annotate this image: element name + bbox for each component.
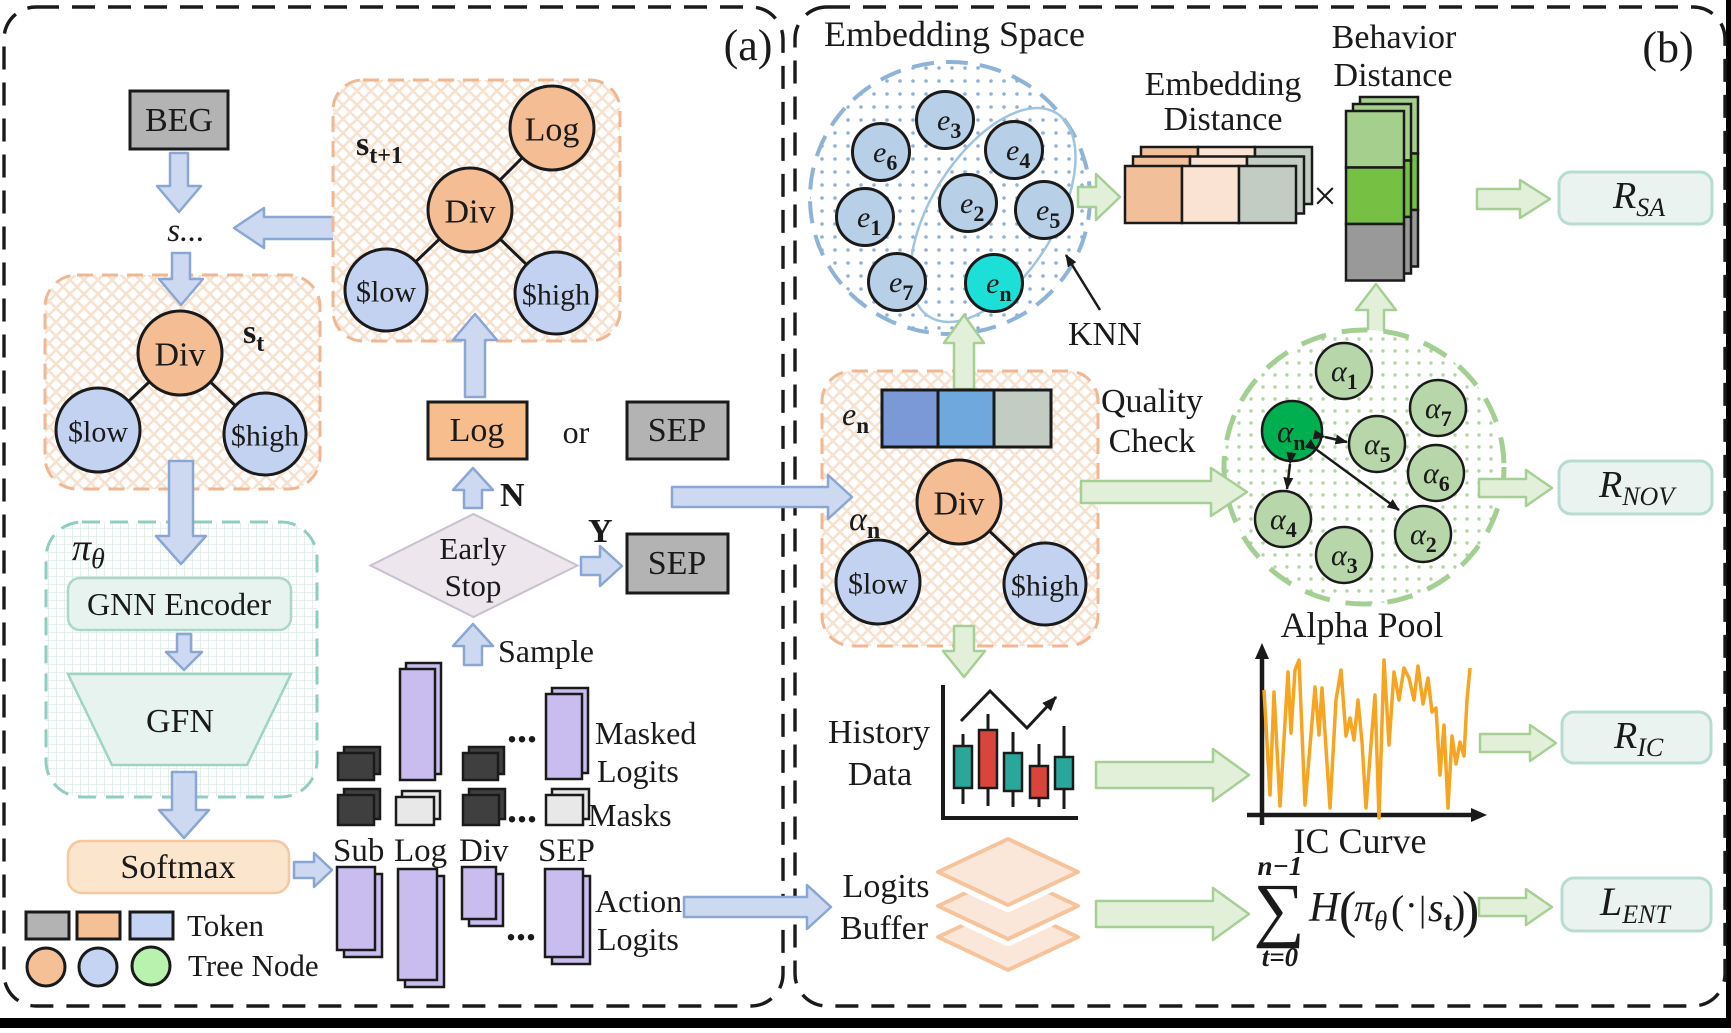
svg-text:KNN: KNN	[1068, 316, 1142, 353]
svg-text:Logits: Logits	[597, 753, 679, 789]
svg-text:Y: Y	[588, 513, 613, 550]
svg-text:): )	[1462, 882, 1479, 939]
svg-text:IC Curve: IC Curve	[1294, 821, 1427, 861]
svg-text:$high: $high	[522, 279, 590, 312]
svg-text:Alpha Pool: Alpha Pool	[1280, 605, 1443, 645]
svg-text:N: N	[500, 477, 525, 514]
svg-text:$low: $low	[356, 276, 416, 309]
svg-text:Quality: Quality	[1101, 383, 1203, 420]
svg-text:History: History	[828, 714, 930, 751]
svg-text:·: ·	[1405, 885, 1418, 927]
svg-text:Action: Action	[595, 883, 682, 919]
svg-text:n−1: n−1	[1258, 851, 1303, 881]
svg-text:Embedding Space: Embedding Space	[824, 14, 1085, 54]
svg-text:Div: Div	[155, 337, 206, 374]
svg-text:Embedding: Embedding	[1145, 66, 1302, 103]
svg-text:(: (	[1391, 887, 1404, 932]
svg-text:en: en	[842, 396, 869, 438]
svg-text:Early: Early	[439, 531, 507, 566]
svg-text:H: H	[1308, 885, 1342, 931]
svg-text:|: |	[1419, 889, 1426, 929]
svg-text:Softmax: Softmax	[120, 849, 235, 886]
svg-text:Token: Token	[187, 908, 265, 943]
svg-text:(: (	[1339, 882, 1356, 939]
svg-text:$low: $low	[68, 416, 128, 449]
svg-text:Masked: Masked	[595, 715, 696, 751]
svg-text:SEP: SEP	[648, 545, 707, 582]
svg-text:s...: s...	[167, 213, 205, 249]
svg-text:): )	[1452, 887, 1465, 932]
svg-text:Log: Log	[394, 833, 447, 869]
svg-text:BEG: BEG	[145, 102, 213, 139]
svg-text:Log: Log	[525, 112, 580, 149]
svg-text:Tree Node: Tree Node	[188, 948, 319, 983]
svg-text:(a): (a)	[724, 21, 773, 70]
svg-text:t=0: t=0	[1262, 942, 1299, 972]
svg-text:Data: Data	[848, 756, 912, 793]
svg-text:Behavior: Behavior	[1332, 19, 1457, 56]
svg-text:Distance: Distance	[1164, 101, 1283, 138]
svg-text:Div: Div	[459, 833, 509, 869]
svg-text:SEP: SEP	[538, 833, 595, 869]
svg-text:αn: αn	[1277, 414, 1306, 455]
svg-text:Log: Log	[450, 412, 505, 449]
svg-text:Distance: Distance	[1334, 57, 1453, 94]
svg-text:Stop: Stop	[445, 568, 502, 603]
svg-text:RNOV: RNOV	[1598, 464, 1677, 511]
svg-text:∑: ∑	[1253, 869, 1304, 949]
svg-text:...: ...	[507, 786, 537, 831]
svg-text:or: or	[563, 414, 590, 450]
svg-text:$high: $high	[1011, 570, 1079, 603]
svg-text:Sample: Sample	[498, 633, 594, 669]
svg-text:×: ×	[1313, 174, 1337, 220]
svg-text:Div: Div	[445, 194, 496, 231]
svg-text:...: ...	[507, 706, 537, 751]
svg-text:$low: $low	[848, 568, 908, 601]
svg-text:Sub: Sub	[333, 833, 384, 869]
svg-text:Logits: Logits	[597, 921, 679, 957]
svg-text:Buffer: Buffer	[840, 910, 929, 947]
svg-text:(b): (b)	[1642, 23, 1693, 72]
svg-text:GNN Encoder: GNN Encoder	[87, 586, 271, 622]
svg-text:Masks: Masks	[588, 797, 672, 833]
svg-text:...: ...	[506, 904, 536, 949]
svg-text:Check: Check	[1109, 423, 1196, 460]
svg-text:Logits: Logits	[843, 868, 930, 905]
svg-text:SEP: SEP	[648, 412, 707, 449]
svg-text:GFN: GFN	[146, 703, 214, 740]
svg-text:$high: $high	[231, 420, 299, 453]
svg-text:Div: Div	[934, 486, 985, 523]
